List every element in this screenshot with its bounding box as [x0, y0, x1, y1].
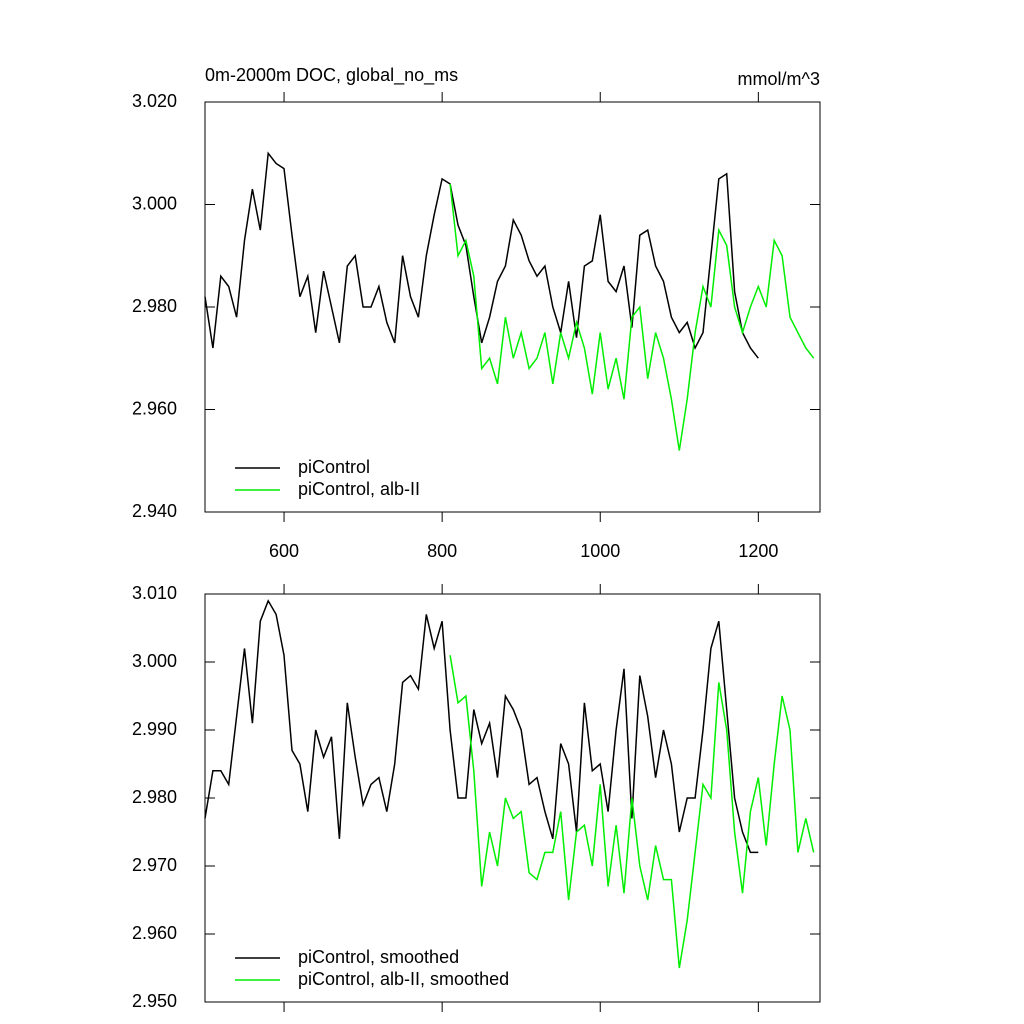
y-tick-label: 2.970 [132, 855, 177, 875]
y-tick-label: 2.990 [132, 719, 177, 739]
y-tick-label: 3.010 [132, 583, 177, 603]
y-tick-label: 3.020 [132, 91, 177, 111]
y-tick-label: 2.980 [132, 787, 177, 807]
data-line [449, 183, 815, 451]
y-tick-label: 3.000 [132, 193, 177, 213]
plot-frame [204, 593, 821, 1003]
data-line [204, 599, 759, 854]
x-tick-label: 800 [427, 541, 457, 561]
data-line [449, 655, 815, 969]
x-tick-label: 1200 [738, 541, 778, 561]
y-tick-label: 3.000 [132, 651, 177, 671]
units-label: mmol/m^3 [738, 69, 820, 89]
chart-title: 0m-2000m DOC, global_no_ms [205, 65, 458, 86]
legend-label: piControl, smoothed [298, 947, 459, 967]
plot-frame [204, 101, 821, 513]
legend-label: piControl, alb-II [298, 479, 420, 499]
y-tick-label: 2.980 [132, 296, 177, 316]
data-line [204, 151, 759, 359]
legend-label: piControl, alb-II, smoothed [298, 969, 509, 989]
x-tick-label: 1000 [580, 541, 620, 561]
y-tick-label: 2.960 [132, 923, 177, 943]
legend-label: piControl [298, 457, 370, 477]
y-tick-label: 2.950 [132, 991, 177, 1011]
y-tick-label: 2.960 [132, 398, 177, 418]
x-tick-label: 600 [269, 541, 299, 561]
y-tick-label: 2.940 [132, 501, 177, 521]
